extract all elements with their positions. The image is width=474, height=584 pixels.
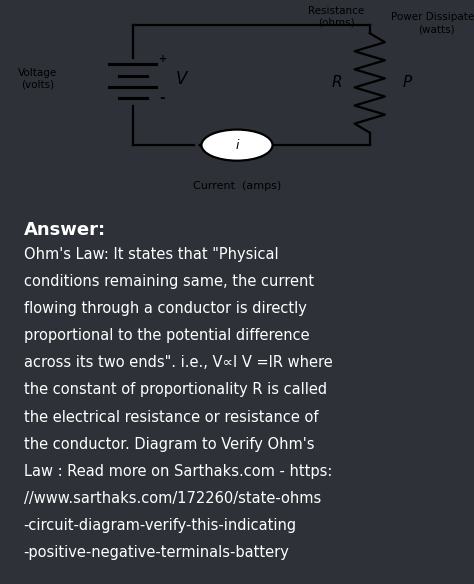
- Text: Ohm's Law: It states that "Physical: Ohm's Law: It states that "Physical: [24, 247, 278, 262]
- Text: Law : Read more on Sarthaks.com - https:: Law : Read more on Sarthaks.com - https:: [24, 464, 332, 479]
- Text: the electrical resistance or resistance of: the electrical resistance or resistance …: [24, 409, 318, 425]
- Text: Voltage
(volts): Voltage (volts): [18, 68, 57, 89]
- Text: Current  (amps): Current (amps): [193, 182, 281, 192]
- Text: conditions remaining same, the current: conditions remaining same, the current: [24, 274, 314, 289]
- Text: +: +: [159, 54, 167, 64]
- Text: across its two ends". i.e., V∝I V =IR where: across its two ends". i.e., V∝I V =IR wh…: [24, 355, 332, 370]
- Text: Answer:: Answer:: [24, 221, 106, 238]
- Text: Power Dissipated
(watts): Power Dissipated (watts): [391, 12, 474, 34]
- Text: V: V: [175, 69, 187, 88]
- Text: -positive-negative-terminals-battery: -positive-negative-terminals-battery: [24, 545, 290, 560]
- Text: proportional to the potential difference: proportional to the potential difference: [24, 328, 310, 343]
- Text: Resistance
(ohms): Resistance (ohms): [309, 6, 365, 28]
- Text: //www.sarthaks.com/172260/state-ohms: //www.sarthaks.com/172260/state-ohms: [24, 491, 321, 506]
- Text: -: -: [159, 92, 164, 106]
- Text: i: i: [235, 138, 239, 152]
- Text: P: P: [403, 75, 412, 91]
- Text: R: R: [331, 75, 342, 91]
- Text: -circuit-diagram-verify-this-indicating: -circuit-diagram-verify-this-indicating: [24, 518, 297, 533]
- Circle shape: [201, 130, 273, 161]
- Text: the constant of proportionality R is called: the constant of proportionality R is cal…: [24, 383, 327, 398]
- Text: the conductor. Diagram to Verify Ohm's: the conductor. Diagram to Verify Ohm's: [24, 437, 314, 451]
- Text: flowing through a conductor is directly: flowing through a conductor is directly: [24, 301, 307, 316]
